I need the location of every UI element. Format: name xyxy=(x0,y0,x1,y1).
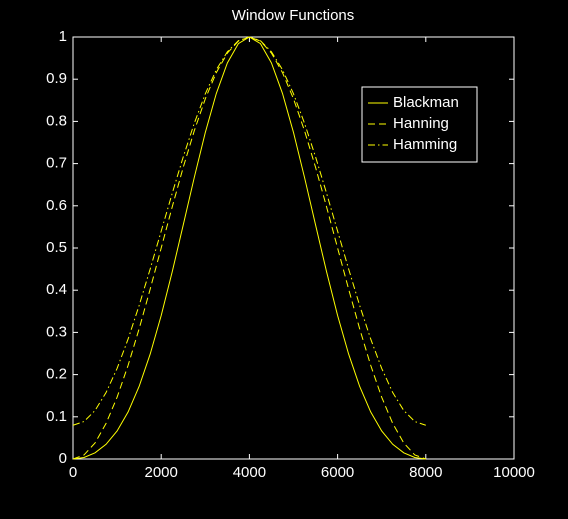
x-tick-label: 10000 xyxy=(493,464,535,481)
x-tick-label: 8000 xyxy=(409,464,442,481)
x-tick-label: 0 xyxy=(69,464,77,481)
legend-label: Blackman xyxy=(393,94,459,111)
legend-label: Hanning xyxy=(393,115,449,132)
y-tick-label: 0.7 xyxy=(46,155,67,172)
legend-label: Hamming xyxy=(393,136,457,153)
y-tick-label: 0.3 xyxy=(46,323,67,340)
y-tick-label: 0.9 xyxy=(46,70,67,87)
y-tick-label: 0.1 xyxy=(46,408,67,425)
x-tick-label: 2000 xyxy=(145,464,178,481)
series-line xyxy=(72,36,426,460)
y-tick-label: 0.2 xyxy=(46,366,67,383)
y-tick-label: 0.8 xyxy=(46,112,67,129)
y-tick-label: 0.5 xyxy=(46,239,67,256)
y-tick-label: 0 xyxy=(59,450,67,467)
x-tick-label: 6000 xyxy=(321,464,354,481)
series-line xyxy=(72,36,426,426)
y-tick-label: 1 xyxy=(59,28,67,45)
chart-title: Window Functions xyxy=(232,7,355,24)
x-tick-label: 4000 xyxy=(233,464,266,481)
y-tick-label: 0.4 xyxy=(46,281,67,298)
y-tick-label: 0.6 xyxy=(46,197,67,214)
